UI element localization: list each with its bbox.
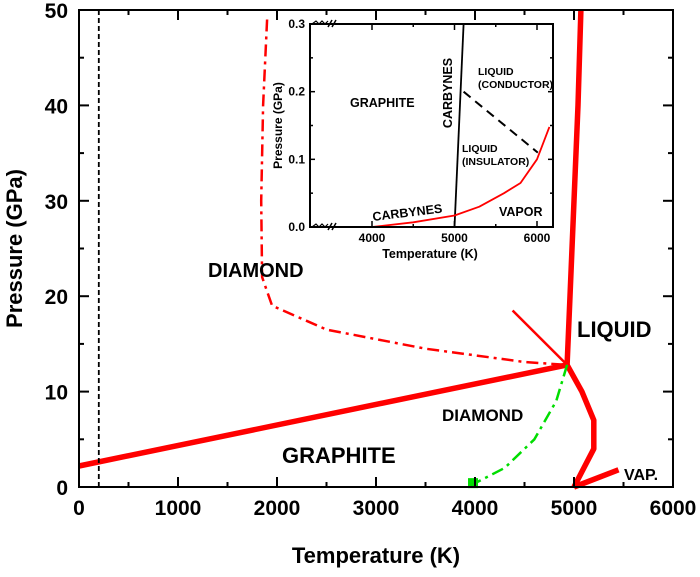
inset-region-label: GRAPHITE xyxy=(350,96,415,110)
inset-region-label: LIQUID xyxy=(462,143,498,155)
axis-break-slash xyxy=(327,19,333,28)
x-tick-label: 1000 xyxy=(155,497,202,520)
inset-background xyxy=(310,24,553,227)
series-line xyxy=(259,19,568,367)
axis-break-slash xyxy=(331,222,337,231)
y-axis-label: Pressure (GPa) xyxy=(2,169,27,328)
axis-break-wave xyxy=(311,223,329,228)
inset-y-tick-label: 0.0 xyxy=(288,220,305,234)
inset-series-line xyxy=(453,23,465,228)
region-label: DIAMOND xyxy=(208,260,304,282)
inset-series-line xyxy=(371,126,551,228)
inset-plot: 4000 5000 6000 0.0 0.1 0.2 0.3 Temperature (K) P… xyxy=(271,17,554,261)
axis-break-wave xyxy=(311,20,329,25)
y-tick-label: 40 xyxy=(45,95,68,118)
series-line xyxy=(78,362,568,469)
x-tick-label: 3000 xyxy=(353,497,400,520)
inset-y-tick-label: 0.2 xyxy=(288,85,305,99)
inset-x-tick-label: 6000 xyxy=(524,231,551,245)
series-line xyxy=(474,364,569,485)
series-line xyxy=(564,363,597,489)
inset-x-tick-label: 5000 xyxy=(441,231,468,245)
inset-y-tick-label: 0.1 xyxy=(288,152,305,166)
inset-region-label: CARBYNES xyxy=(441,58,455,128)
region-label: GRAPHITE xyxy=(282,443,396,468)
inset-series-line xyxy=(462,90,539,154)
inset-y-tick-label: 0.3 xyxy=(288,17,305,31)
y-tick-label: 50 xyxy=(45,0,68,23)
y-tick-label: 0 xyxy=(56,477,68,500)
inset-region-label: VAPOR xyxy=(499,205,543,219)
region-label: DIAMOND xyxy=(442,406,523,425)
inset-region-label: LIQUID xyxy=(478,66,514,78)
inset-x-tick-label: 4000 xyxy=(359,231,386,245)
axis-break-slash xyxy=(327,222,333,231)
series-line xyxy=(511,309,568,366)
square-marker xyxy=(468,478,479,489)
axis-break-slash xyxy=(331,19,337,28)
y-tick-label: 20 xyxy=(45,286,68,309)
y-tick-label: 30 xyxy=(45,191,68,214)
y-tick-label: 10 xyxy=(45,382,68,405)
x-tick-label: 5000 xyxy=(551,497,598,520)
region-label: LIQUID xyxy=(577,317,652,342)
inset-region-label: (INSULATOR) xyxy=(462,156,529,168)
series-line xyxy=(573,467,620,490)
inset-y-axis-label: Pressure (GPa) xyxy=(271,82,285,169)
series-line xyxy=(564,9,584,366)
x-axis-label: Temperature (K) xyxy=(292,543,460,568)
x-tick-label: 4000 xyxy=(452,497,499,520)
main-plot: 0 1000 2000 3000 4000 5000 6000 0 10 20 30 40 50 Temp… xyxy=(2,0,696,568)
x-tick-label: 2000 xyxy=(254,497,301,520)
x-tick-label: 0 xyxy=(73,497,85,520)
inset-x-axis-label: Temperature (K) xyxy=(382,247,478,261)
region-label: VAP. xyxy=(624,467,658,484)
x-tick-label: 6000 xyxy=(650,497,697,520)
inset-region-label: (CONDUCTOR) xyxy=(478,79,553,91)
